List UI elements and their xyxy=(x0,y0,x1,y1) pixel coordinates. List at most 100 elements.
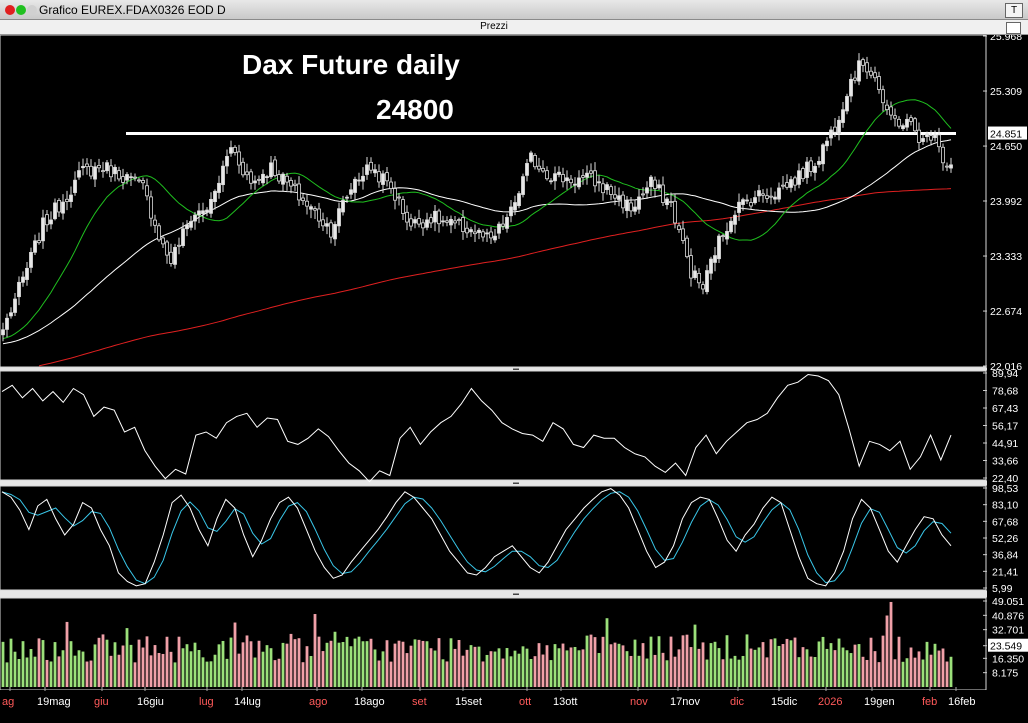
volume-bar xyxy=(61,650,65,687)
candle-body xyxy=(345,196,349,199)
stoch-tick-label: 83,10 xyxy=(992,500,1018,512)
volume-bar xyxy=(405,653,409,687)
candle-body xyxy=(145,185,149,197)
volume-bar xyxy=(673,656,677,687)
volume-bar xyxy=(329,640,333,687)
volume-bar xyxy=(677,649,681,687)
candle-body xyxy=(917,129,921,143)
volume-bar xyxy=(821,636,825,687)
candle-body xyxy=(641,193,645,196)
volume-bar xyxy=(621,645,625,687)
volume-bar xyxy=(709,643,713,687)
volume-bar xyxy=(601,636,605,687)
volume-bar xyxy=(161,653,165,687)
volume-bar xyxy=(753,649,757,687)
candle-body xyxy=(385,172,389,182)
candle-body xyxy=(529,152,533,162)
volume-bar xyxy=(737,659,741,687)
candle-body xyxy=(201,210,205,215)
volume-bar xyxy=(29,649,33,687)
volume-bar xyxy=(1,641,5,687)
volume-bar xyxy=(497,648,501,687)
volume-bar xyxy=(593,637,597,687)
volume-bar xyxy=(509,656,513,687)
candle-body xyxy=(221,165,225,186)
candle-body xyxy=(709,258,713,274)
candle-body xyxy=(297,183,301,201)
volume-bar xyxy=(133,662,137,687)
corner-button[interactable]: T xyxy=(1005,3,1023,18)
oscillator-line xyxy=(1,373,952,483)
candle-body xyxy=(305,200,309,207)
volume-bar xyxy=(81,651,85,687)
volume-bar xyxy=(205,661,209,687)
volume-bar xyxy=(597,653,601,687)
candle-body xyxy=(665,198,669,206)
volume-bar xyxy=(805,649,809,687)
candle-body xyxy=(377,171,381,183)
volume-bar xyxy=(789,640,793,687)
volume-bar xyxy=(877,662,881,687)
candle-body xyxy=(445,220,449,223)
candle-body xyxy=(353,178,357,193)
volume-bar xyxy=(245,635,249,687)
volume-bar xyxy=(165,636,169,687)
candle-body xyxy=(141,180,145,184)
candle-body xyxy=(909,117,913,122)
volume-bar xyxy=(117,654,121,687)
volume-bar xyxy=(349,646,353,687)
volume-bar xyxy=(897,636,901,687)
volume-bar xyxy=(45,659,49,687)
candle-body xyxy=(101,170,105,173)
volume-bar xyxy=(341,642,345,687)
ma20-line xyxy=(2,99,952,340)
candle-body xyxy=(245,171,249,176)
volume-bar xyxy=(549,660,553,687)
last-price-label: 24.851 xyxy=(990,129,1022,141)
volume-bar xyxy=(589,634,593,687)
volume-bar xyxy=(913,657,917,687)
volume-bar xyxy=(781,644,785,687)
price-tick-label: 24.650 xyxy=(990,141,1022,153)
candle-body xyxy=(97,165,101,169)
candle-body xyxy=(73,179,77,193)
volume-bar xyxy=(337,642,341,687)
volume-bars-group xyxy=(1,601,953,687)
stoch-tick-label: 21,41 xyxy=(992,566,1018,578)
candle-body xyxy=(601,183,605,194)
volume-bar xyxy=(321,651,325,687)
volume-bar xyxy=(121,645,125,687)
volume-bar xyxy=(249,641,253,687)
candle-body xyxy=(773,196,777,200)
volume-bar xyxy=(125,628,129,687)
volume-bar xyxy=(177,636,181,687)
volume-bar xyxy=(229,637,233,687)
candle-body xyxy=(153,219,157,226)
candle-body xyxy=(9,312,13,317)
window-titlebar: Grafico EUREX.FDAX0326 EOD D T xyxy=(0,0,1028,20)
candle-body xyxy=(849,78,853,97)
minimize-window-icon[interactable] xyxy=(27,5,37,15)
candle-body xyxy=(169,251,173,264)
osc-tick-label: 44,91 xyxy=(992,438,1018,450)
volume-bar xyxy=(861,656,865,687)
stochastic-d-line xyxy=(1,491,952,585)
candle-body xyxy=(321,219,325,227)
candle-body xyxy=(341,200,345,213)
candle-body xyxy=(669,201,673,203)
maximize-window-icon[interactable] xyxy=(16,5,26,15)
candle-body xyxy=(609,186,613,195)
candle-body xyxy=(249,171,253,184)
volume-bar xyxy=(845,650,849,687)
candle-body xyxy=(845,96,849,112)
close-window-icon[interactable] xyxy=(5,5,15,15)
volume-bar xyxy=(485,654,489,687)
candle-body xyxy=(553,173,557,182)
volume-bar xyxy=(409,645,413,687)
x-axis-label: giu xyxy=(94,696,109,708)
candle-body xyxy=(157,225,161,241)
candle-body xyxy=(625,199,629,211)
candle-body xyxy=(897,118,901,127)
panel-minimize-button[interactable] xyxy=(1006,22,1021,34)
volume-bar xyxy=(921,659,925,687)
